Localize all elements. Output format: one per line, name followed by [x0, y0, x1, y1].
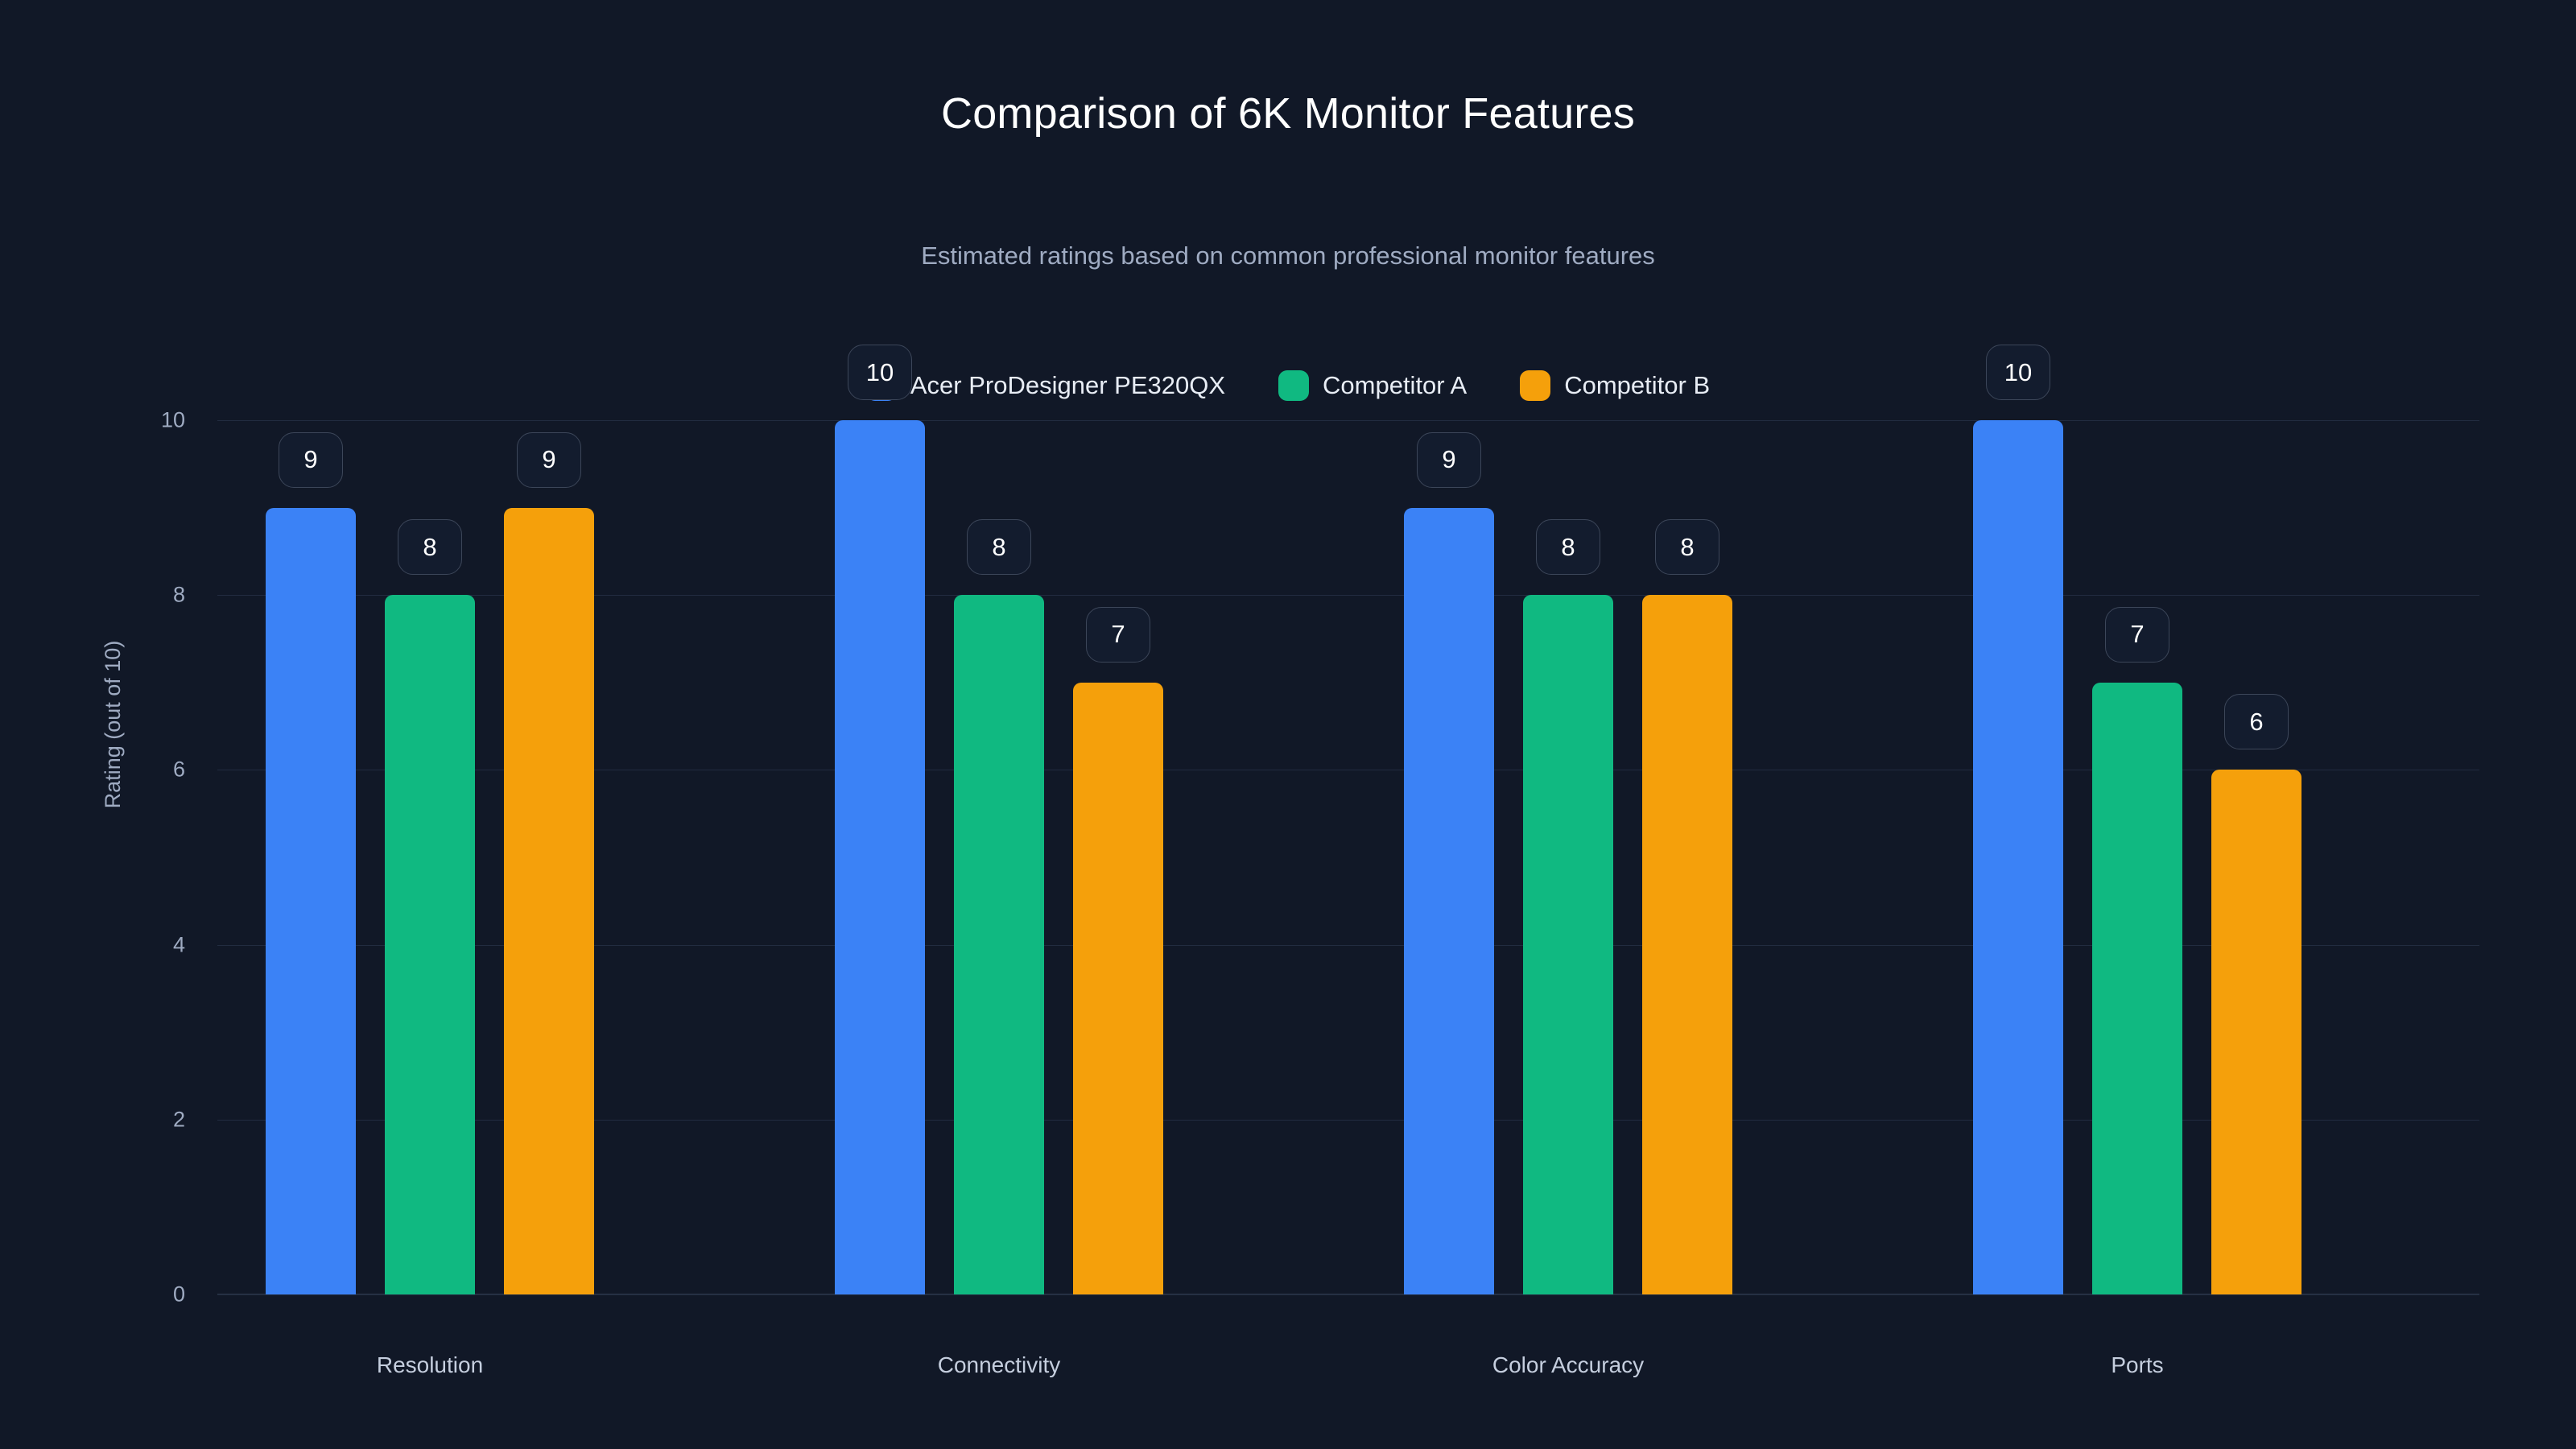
- bar-value-label: 9: [517, 431, 581, 488]
- y-tick-label: 4: [172, 932, 185, 957]
- y-gridline: [217, 944, 2479, 946]
- legend-swatch-icon: [1520, 370, 1551, 401]
- y-tick-label: 8: [172, 582, 185, 607]
- chart-legend: Acer ProDesigner PE320QX Competitor A Comp…: [0, 370, 2576, 401]
- bar[interactable]: [1073, 682, 1163, 1294]
- y-tick-label: 6: [172, 757, 185, 782]
- bar-value-label: 10: [848, 345, 912, 400]
- x-tick-label: Ports: [2111, 1352, 2164, 1377]
- plot-area: 0 2 4 6 8 10 9 8 9 10 8 7 9 8 8 10 7 6: [161, 345, 2479, 1307]
- legend-label: Competitor B: [1564, 371, 1711, 399]
- legend-item[interactable]: Competitor B: [1520, 370, 1710, 401]
- bar[interactable]: [1973, 420, 2063, 1294]
- bar-value-label: 8: [1536, 519, 1600, 576]
- bar-value-label: 9: [1417, 431, 1481, 488]
- bar-value-label: 9: [279, 431, 343, 488]
- bar[interactable]: [835, 420, 925, 1294]
- bar-value-label: 8: [1655, 519, 1719, 576]
- x-tick-label: Color Accuracy: [1492, 1352, 1645, 1377]
- chart-title: Comparison of 6K Monitor Features: [941, 89, 1635, 138]
- bar-value-label: 8: [967, 519, 1031, 576]
- bar[interactable]: [1404, 507, 1494, 1294]
- y-gridline: [217, 595, 2479, 597]
- y-gridline: [217, 1119, 2479, 1121]
- x-tick-label: Resolution: [376, 1352, 484, 1377]
- y-tick-label: 10: [160, 407, 185, 432]
- y-gridline: [217, 420, 2479, 421]
- legend-label: Acer ProDesigner PE320QX: [910, 371, 1226, 399]
- bar[interactable]: [266, 507, 356, 1294]
- legend-item[interactable]: Competitor A: [1278, 370, 1467, 401]
- bar[interactable]: [2092, 682, 2182, 1294]
- bar-value-label: 10: [1986, 345, 2050, 400]
- x-tick-label: Connectivity: [937, 1352, 1061, 1377]
- y-gridline: [217, 1294, 2479, 1295]
- bar[interactable]: [1523, 595, 1613, 1294]
- bar-value-label: 7: [1086, 606, 1150, 663]
- bar[interactable]: [2211, 770, 2301, 1294]
- legend-item[interactable]: Acer ProDesigner PE320QX: [865, 370, 1226, 401]
- bar[interactable]: [385, 595, 475, 1294]
- y-tick-label: 0: [172, 1282, 185, 1307]
- legend-label: Competitor A: [1323, 371, 1468, 399]
- bar-value-label: 6: [2224, 694, 2289, 750]
- bar[interactable]: [954, 595, 1044, 1294]
- y-tick-label: 2: [172, 1107, 185, 1132]
- bar[interactable]: [1642, 595, 1732, 1294]
- bar[interactable]: [504, 507, 594, 1294]
- bar-value-label: 8: [398, 519, 462, 576]
- bar-value-label: 7: [2105, 606, 2169, 663]
- legend-swatch-icon: [1278, 370, 1310, 401]
- chart-subtitle: Estimated ratings based on common profes…: [921, 242, 1655, 270]
- y-axis-title: Rating (out of 10): [101, 640, 125, 809]
